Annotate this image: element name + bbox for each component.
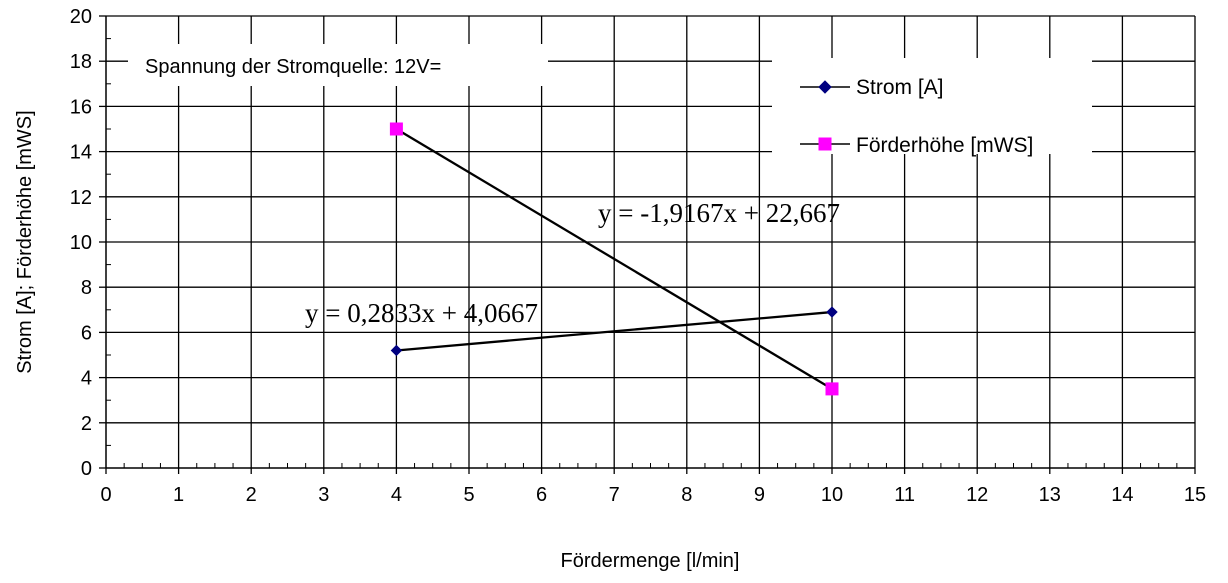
- y-tick-labels: 0 2 4 6 8 10 12 14 16 18 20: [70, 6, 92, 480]
- legend: Strom [A] Förderhöhe [mWS]: [772, 58, 1092, 157]
- data-point-foerderhoehe: [389, 122, 403, 136]
- trendline-1: [395, 128, 833, 390]
- x-tick-label: 4: [391, 484, 402, 506]
- y-axis-title: Strom [A]; Förderhöhe [mWS]: [14, 110, 36, 373]
- legend-label-foerderhoehe: Förderhöhe [mWS]: [856, 134, 1033, 157]
- x-tick-label: 8: [681, 484, 692, 506]
- x-tick-label: 3: [318, 484, 329, 506]
- x-tick-label: 5: [463, 484, 474, 506]
- y-tick-label: 14: [70, 142, 92, 164]
- x-tick-label: 13: [1039, 484, 1061, 506]
- x-tick-label: 14: [1111, 484, 1133, 506]
- trendline-equation-0: y = 0,2833x + 4,0667: [305, 298, 538, 328]
- y-tick-label: 10: [70, 232, 92, 254]
- trendline-labels: y = 0,2833x + 4,0667 y = -1,9167x + 22,66…: [305, 198, 840, 328]
- data-markers: [389, 122, 839, 396]
- annotation-text: Spannung der Stromquelle: 12V=: [145, 56, 441, 78]
- legend-entry-foerderhoehe: Förderhöhe [mWS]: [800, 134, 1033, 157]
- annotation-box: Spannung der Stromquelle: 12V=: [128, 44, 548, 86]
- y-tick-label: 6: [81, 322, 92, 344]
- trendline-0: [396, 310, 833, 352]
- axes: [99, 15, 1196, 474]
- x-axis-title: Fördermenge [l/min]: [561, 550, 740, 572]
- legend-marker-foerderhoehe: [818, 137, 832, 151]
- y-tick-label: 4: [81, 368, 92, 390]
- x-tick-label: 1: [173, 484, 184, 506]
- y-tick-label: 12: [70, 187, 92, 209]
- x-tick-label: 12: [966, 484, 988, 506]
- y-tick-label: 2: [81, 413, 92, 435]
- trendline-equation-1: y = -1,9167x + 22,667: [598, 198, 840, 228]
- y-tick-label: 8: [81, 277, 92, 299]
- x-tick-label: 7: [609, 484, 620, 506]
- x-tick-label: 9: [754, 484, 765, 506]
- data-point-foerderhoehe: [825, 382, 839, 396]
- data-point-strom: [826, 306, 838, 318]
- data-point-strom: [390, 344, 403, 357]
- y-tick-label: 0: [81, 458, 92, 480]
- legend-marker-strom: [818, 80, 832, 94]
- legend-label-strom: Strom [A]: [856, 76, 944, 99]
- y-tick-label: 20: [70, 6, 92, 28]
- x-tick-labels: 0 1 2 3 4 5 6 7 8 9 10 11 12 13 14 15: [100, 484, 1206, 506]
- x-tick-label: 2: [246, 484, 257, 506]
- x-tick-label: 0: [100, 484, 111, 506]
- x-tick-label: 15: [1184, 484, 1206, 506]
- x-tick-label: 10: [821, 484, 843, 506]
- x-tick-label: 11: [894, 484, 915, 506]
- y-tick-label: 16: [70, 96, 92, 118]
- trendlines: [395, 128, 833, 390]
- y-tick-label: 18: [70, 51, 92, 73]
- x-tick-label: 6: [536, 484, 547, 506]
- legend-entry-strom: Strom [A]: [800, 76, 944, 99]
